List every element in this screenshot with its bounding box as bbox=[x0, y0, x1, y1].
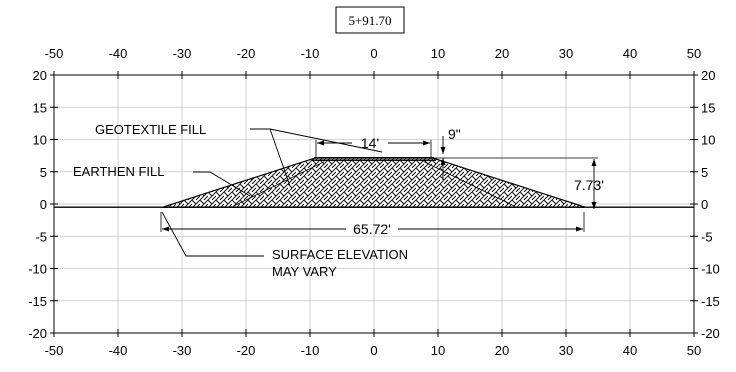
x-ticks-bottom: -50 -40 -30 -20 -10 0 10 20 30 40 50 bbox=[45, 329, 701, 358]
x-tick-bottom-7: 20 bbox=[495, 343, 509, 358]
y-tick-right-1: 15 bbox=[701, 100, 715, 115]
y-tick-right-2: 10 bbox=[701, 133, 715, 148]
y-tick-right-3: 5 bbox=[701, 165, 708, 180]
plot-frame bbox=[53, 74, 695, 334]
y-tick-left-0: 20 bbox=[33, 68, 47, 83]
station-box bbox=[335, 6, 405, 34]
dim-top-width: 14' bbox=[315, 135, 432, 157]
x-tick-bottom-10: 50 bbox=[687, 343, 701, 358]
earthen-label: EARTHEN FILL bbox=[73, 164, 165, 179]
y-tick-left-8: -20 bbox=[28, 326, 47, 341]
y-tick-left-1: 15 bbox=[33, 100, 47, 115]
x-tick-top-0: -50 bbox=[45, 46, 64, 61]
x-tick-top-5: 0 bbox=[370, 46, 377, 61]
dim-thickness: 9" bbox=[440, 126, 461, 180]
geotextile-leader bbox=[250, 128, 383, 187]
dim-height: 7.73' bbox=[430, 157, 604, 209]
top-width-label: 14' bbox=[361, 135, 379, 151]
x-tick-top-2: -30 bbox=[173, 46, 192, 61]
y-tick-left-6: -10 bbox=[28, 262, 47, 277]
x-tick-top-8: 30 bbox=[559, 46, 573, 61]
x-tick-bottom-6: 10 bbox=[431, 343, 445, 358]
x-tick-top-4: -10 bbox=[301, 46, 320, 61]
y-tick-right-0: 20 bbox=[701, 68, 715, 83]
y-tick-left-7: -15 bbox=[28, 294, 47, 309]
x-tick-bottom-9: 40 bbox=[623, 343, 637, 358]
x-tick-top-1: -40 bbox=[109, 46, 128, 61]
x-tick-top-6: 10 bbox=[431, 46, 445, 61]
x-tick-bottom-4: -10 bbox=[301, 343, 320, 358]
y-tick-right-6: -10 bbox=[701, 262, 720, 277]
x-ticks-top: -50 -40 -30 -20 -10 0 10 20 30 40 50 bbox=[45, 46, 701, 79]
geotextile-label: GEOTEXTILE FILL bbox=[95, 122, 206, 137]
x-tick-top-10: 50 bbox=[687, 46, 701, 61]
x-tick-bottom-3: -20 bbox=[237, 343, 256, 358]
y-tick-left-3: 5 bbox=[40, 165, 47, 180]
y-tick-right-8: -20 bbox=[701, 326, 720, 341]
earthen-leader bbox=[193, 171, 251, 197]
x-tick-bottom-2: -30 bbox=[173, 343, 192, 358]
surface-label-2: MAY VARY bbox=[272, 264, 337, 279]
x-tick-top-3: -20 bbox=[237, 46, 256, 61]
x-tick-top-7: 20 bbox=[495, 46, 509, 61]
x-tick-bottom-5: 0 bbox=[370, 343, 377, 358]
x-tick-bottom-1: -40 bbox=[109, 343, 128, 358]
surface-label-1: SURFACE ELEVATION bbox=[272, 247, 408, 262]
height-label: 7.73' bbox=[574, 177, 604, 193]
geotextile-cap bbox=[311, 157, 437, 161]
surface-leader bbox=[161, 211, 264, 257]
y-tick-right-5: -5 bbox=[701, 229, 713, 244]
station-label: 5+91.70 bbox=[348, 13, 391, 28]
x-tick-top-9: 40 bbox=[623, 46, 637, 61]
y-tick-left-5: -5 bbox=[35, 229, 47, 244]
dim-base-width: 65.72' bbox=[160, 212, 585, 237]
y-tick-right-7: -15 bbox=[701, 294, 720, 309]
x-tick-bottom-0: -50 bbox=[45, 343, 64, 358]
y-tick-left-4: 0 bbox=[40, 197, 47, 212]
embankment-section bbox=[162, 156, 586, 208]
thickness-label: 9" bbox=[448, 126, 461, 142]
embankment-fill bbox=[162, 156, 586, 208]
y-tick-left-2: 10 bbox=[33, 133, 47, 148]
x-tick-bottom-8: 30 bbox=[559, 343, 573, 358]
y-tick-right-4: 0 bbox=[701, 197, 708, 212]
geotextile-wrap-lines bbox=[233, 161, 515, 207]
base-width-label: 65.72' bbox=[353, 221, 391, 237]
